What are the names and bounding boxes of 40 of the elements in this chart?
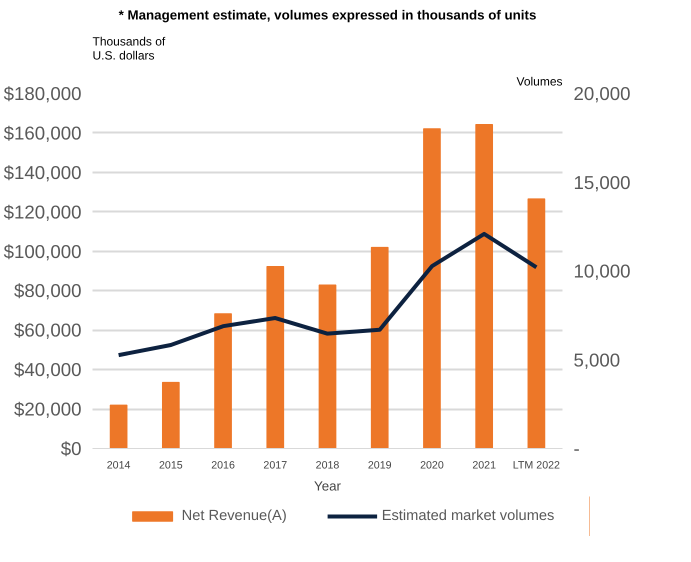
bar bbox=[423, 128, 441, 448]
bar bbox=[318, 284, 336, 448]
x-tick-label: 2021 bbox=[472, 460, 496, 472]
bar bbox=[370, 246, 389, 448]
bar bbox=[110, 404, 128, 448]
chart-subtitle: * Management estimate, volumes expressed in thousands of units bbox=[118, 8, 536, 22]
bar bbox=[528, 198, 546, 448]
bar bbox=[475, 124, 494, 448]
legend-label: Net Revenue(A) bbox=[182, 508, 287, 524]
y2-tick-label: 15,000 bbox=[574, 172, 631, 193]
x-tick-label: 2015 bbox=[158, 460, 183, 472]
y-tick-label: $60,000 bbox=[14, 320, 82, 341]
legend-label: Estimated market volumes bbox=[382, 508, 554, 524]
y-axis-title: Thousands of U.S. dollars bbox=[92, 34, 166, 62]
y-tick-label: $80,000 bbox=[14, 280, 82, 302]
y-tick-label: $140,000 bbox=[4, 162, 82, 183]
x-tick-label: 2017 bbox=[263, 460, 288, 472]
y2-tick-label: - bbox=[574, 438, 580, 459]
x-tick-label: 2014 bbox=[106, 460, 131, 472]
y2-axis-title: Volumes bbox=[516, 74, 563, 88]
line-series bbox=[116, 232, 538, 358]
x-axis-title: Year bbox=[314, 478, 342, 494]
y-tick-label: $20,000 bbox=[14, 398, 82, 420]
y2-tick-label: 10,000 bbox=[574, 260, 631, 282]
x-tick-label: LTM 2022 bbox=[512, 460, 560, 472]
y-tick-label: $40,000 bbox=[14, 359, 82, 380]
bar bbox=[162, 382, 180, 448]
x-tick-label: 2016 bbox=[211, 460, 235, 472]
x-tick-label: 2018 bbox=[316, 460, 340, 472]
x-tick-label: 2019 bbox=[368, 460, 392, 472]
y-tick-label: $0 bbox=[60, 438, 82, 459]
bar bbox=[214, 313, 232, 448]
y-tick-label: $160,000 bbox=[4, 122, 82, 144]
bar bbox=[266, 266, 284, 448]
x-tick-label: 2020 bbox=[420, 460, 444, 472]
y2-tick-label: 5,000 bbox=[574, 349, 620, 370]
y-tick-label: $100,000 bbox=[4, 240, 82, 262]
y-tick-label: $120,000 bbox=[4, 201, 82, 222]
y-tick-label: $180,000 bbox=[4, 83, 82, 104]
y2-tick-label: 20,000 bbox=[574, 83, 631, 104]
